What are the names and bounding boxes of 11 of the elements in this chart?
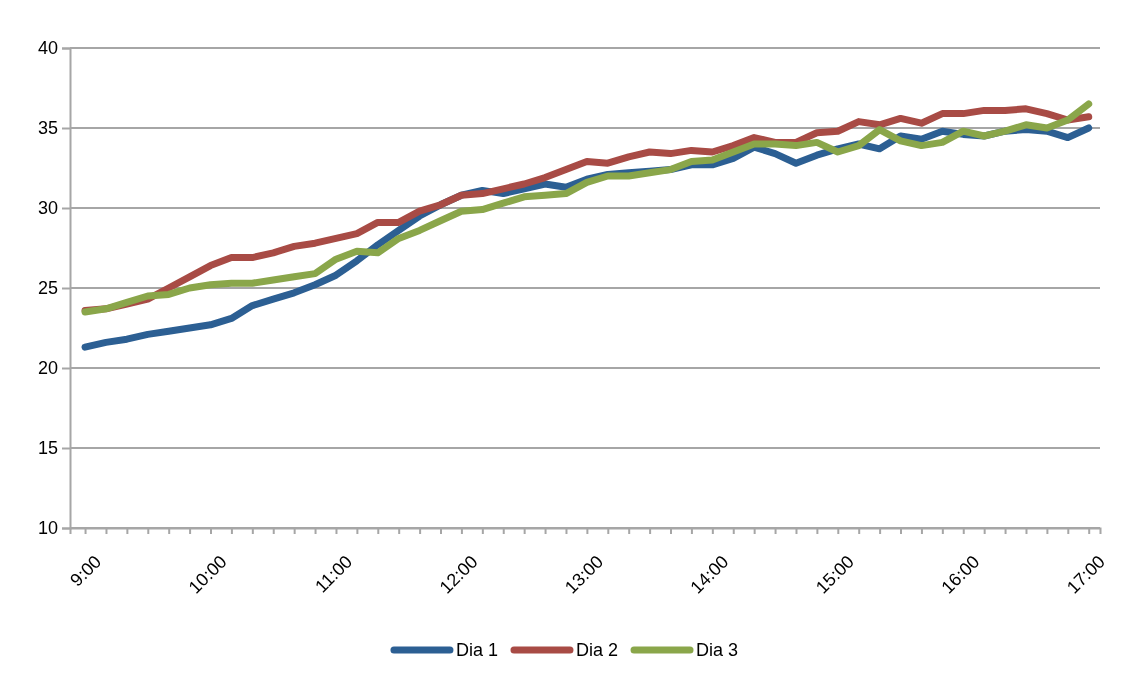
y-tick-label: 25 [37, 278, 58, 299]
legend-label: Dia 2 [575, 640, 619, 661]
legend-label: Dia 3 [696, 640, 739, 661]
y-tick-label: 40 [37, 38, 58, 59]
y-tick-label: 30 [37, 198, 58, 219]
y-tick-label: 35 [37, 118, 58, 139]
y-tick-label: 10 [37, 518, 58, 539]
x-tick-label: 9:00 [66, 551, 106, 591]
legend-label: Dia 1 [455, 640, 498, 661]
y-tick-label: 20 [37, 358, 58, 379]
y-tick-label: 15 [37, 438, 58, 459]
